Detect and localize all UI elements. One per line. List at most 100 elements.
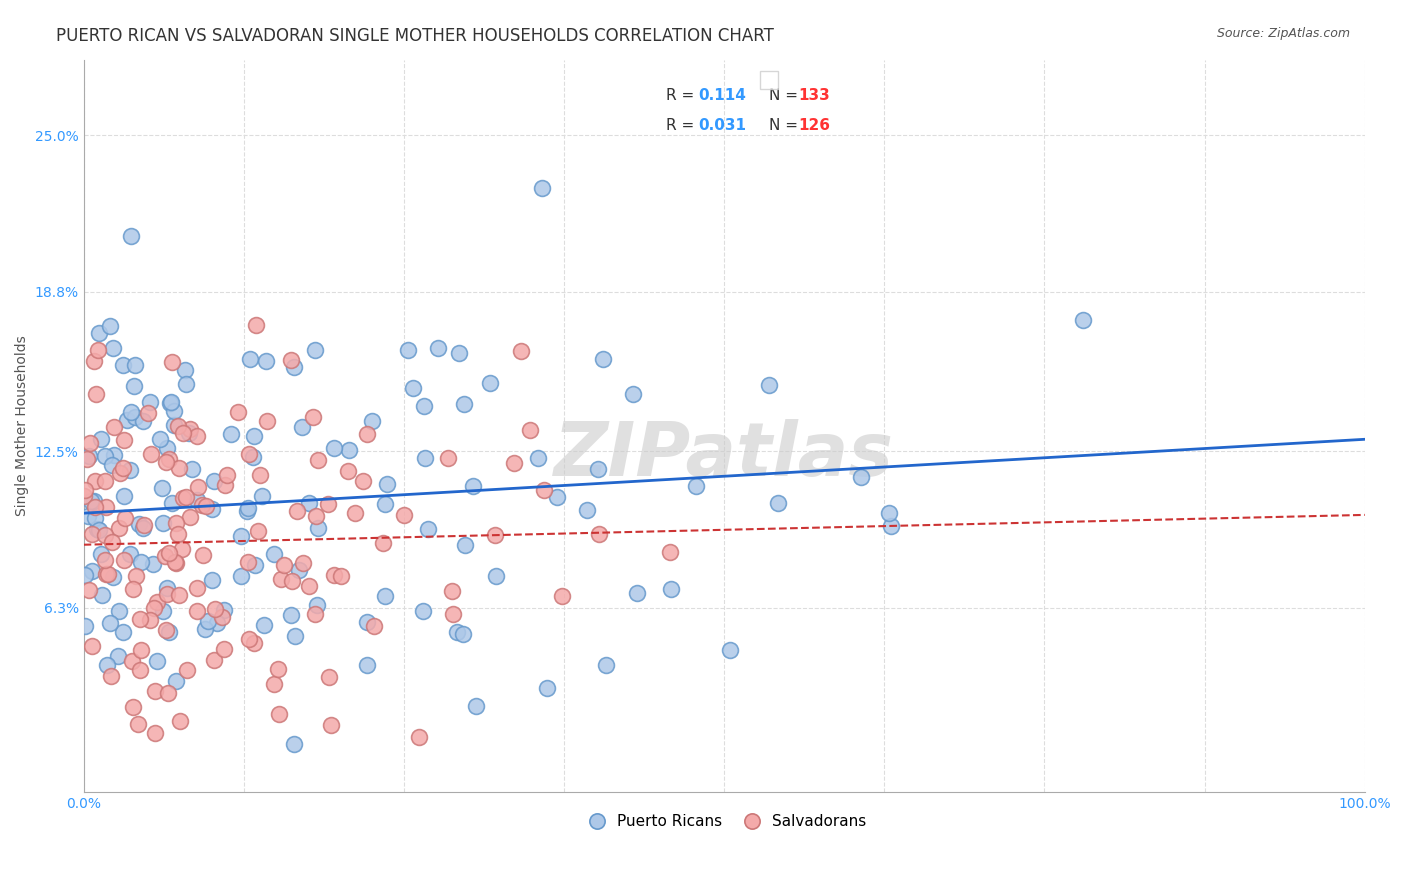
Point (156, 686, 179, 700)
Point (374, 589, 396, 603)
Point (626, 586, 648, 600)
Point (129, 664, 152, 678)
Point (284, 629, 307, 643)
Point (453, 397, 475, 411)
Point (243, 558, 266, 572)
Point (238, 500, 260, 515)
Point (877, 507, 900, 521)
Point (288, 563, 311, 577)
Point (122, 379, 145, 393)
Point (330, 569, 353, 583)
Point (132, 414, 155, 428)
Point (125, 569, 148, 583)
Point (402, 381, 425, 395)
Point (177, 425, 200, 440)
Point (298, 495, 321, 509)
Point (427, 341, 450, 355)
Point (207, 615, 229, 630)
Point (97, 566, 120, 581)
Point (94, 567, 117, 582)
Point (446, 625, 468, 640)
Point (98, 318, 121, 333)
Point (180, 462, 202, 476)
Point (531, 181, 554, 195)
Point (96, 500, 118, 514)
Point (267, 707, 290, 722)
Point (322, 568, 344, 582)
Point (157, 546, 180, 560)
Point (519, 423, 541, 437)
Text: 0.031: 0.031 (699, 118, 747, 133)
Point (172, 425, 194, 440)
Point (142, 557, 165, 571)
Text: N =: N = (769, 88, 803, 103)
Point (165, 516, 187, 530)
Point (174, 376, 197, 391)
Point (479, 376, 502, 390)
Point (83, 511, 105, 525)
Text: Source: ZipAtlas.com: Source: ZipAtlas.com (1216, 27, 1350, 40)
Point (163, 418, 186, 433)
Point (120, 547, 142, 561)
Point (122, 582, 145, 596)
Point (588, 527, 610, 541)
Point (247, 524, 270, 539)
Point (533, 483, 555, 497)
Point (112, 433, 135, 447)
Point (94, 474, 117, 488)
Point (202, 653, 225, 667)
Point (76, 452, 98, 467)
Point (122, 699, 145, 714)
Point (408, 730, 430, 744)
Point (156, 581, 179, 595)
Point (86, 522, 108, 536)
Point (186, 493, 208, 508)
Point (191, 498, 214, 512)
Point (111, 461, 134, 475)
Point (371, 536, 394, 550)
Point (356, 426, 378, 441)
Point (318, 670, 340, 684)
Point (149, 432, 172, 446)
Point (484, 528, 506, 542)
Point (441, 607, 464, 622)
Legend: Puerto Ricans, Salvadorans: Puerto Ricans, Salvadorans (575, 808, 873, 836)
Text: ZIPatlas: ZIPatlas (554, 418, 894, 491)
Point (124, 358, 146, 372)
Point (301, 410, 323, 425)
Point (217, 467, 239, 482)
Point (80, 639, 103, 653)
Point (131, 555, 153, 569)
Point (202, 474, 225, 488)
Point (441, 584, 464, 599)
Point (174, 363, 197, 377)
Point (323, 442, 346, 456)
Point (152, 516, 174, 531)
Point (363, 618, 385, 632)
Point (1071, 313, 1094, 327)
Text: 133: 133 (799, 88, 830, 103)
Point (595, 658, 617, 673)
Point (253, 617, 276, 632)
Point (127, 717, 149, 731)
Point (152, 481, 174, 495)
Point (575, 503, 598, 517)
Point (685, 479, 707, 493)
Point (849, 470, 872, 484)
Point (356, 658, 378, 673)
Point (621, 386, 644, 401)
Y-axis label: Single Mother Households: Single Mother Households (15, 335, 30, 516)
Point (453, 538, 475, 552)
Point (592, 352, 614, 367)
Point (124, 410, 146, 425)
Point (316, 497, 339, 511)
Point (226, 405, 249, 419)
Point (238, 447, 260, 461)
Point (84, 386, 107, 401)
Point (463, 479, 485, 493)
Point (307, 452, 329, 467)
Point (83, 500, 105, 515)
Point (243, 429, 266, 443)
Text: R =: R = (666, 118, 700, 133)
Point (249, 467, 271, 482)
